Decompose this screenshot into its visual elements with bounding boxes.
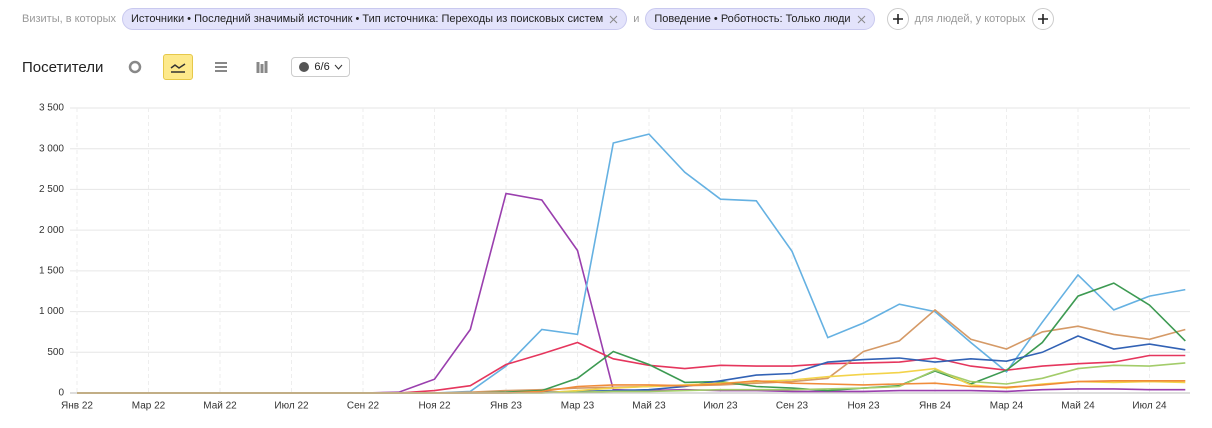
series-line xyxy=(77,282,1186,394)
y-tick-label: 500 xyxy=(47,347,64,358)
filter-people: для людей, у которых xyxy=(914,13,1026,25)
bar-button[interactable] xyxy=(249,55,277,79)
x-tick-label: Мар 24 xyxy=(990,401,1024,412)
y-tick-label: 0 xyxy=(58,388,64,399)
series-line xyxy=(77,133,1186,394)
chip-remove[interactable] xyxy=(857,15,866,24)
series-line xyxy=(77,362,1186,394)
pie-button[interactable] xyxy=(121,55,149,79)
chip-text: Поведение • Роботность: Только люди xyxy=(654,13,851,25)
series-line xyxy=(77,308,1186,394)
chart: 0 500 1 000 1 500 2 000 2 500 3 000 3 500 Янв 22… xyxy=(39,103,1190,412)
x-tick-label: Июл 22 xyxy=(274,401,309,412)
y-tick-label: 1 000 xyxy=(39,306,64,317)
x-tick-label: Июл 23 xyxy=(703,401,738,412)
chip-remove[interactable] xyxy=(609,15,618,24)
chip-text: Источники • Последний значимый источник … xyxy=(131,13,604,25)
y-tick-label: 2 500 xyxy=(39,184,64,195)
x-tick-label: Янв 24 xyxy=(919,401,951,412)
x-tick-label: Май 23 xyxy=(632,401,666,412)
series-counter[interactable]: 6/6 xyxy=(291,57,350,77)
x-tick-label: Ноя 22 xyxy=(418,401,451,412)
counter-text: 6/6 xyxy=(314,61,330,73)
x-tick-label: Мар 23 xyxy=(561,401,595,412)
filter-chip[interactable]: Поведение • Роботность: Только люди xyxy=(645,8,875,30)
line-button[interactable] xyxy=(163,54,194,80)
x-tick-label: Янв 22 xyxy=(61,401,93,412)
y-tick-label: 3 500 xyxy=(39,103,64,114)
x-tick-label: Май 22 xyxy=(203,401,237,412)
y-tick-label: 2 000 xyxy=(39,225,64,236)
series-line xyxy=(77,192,1186,394)
x-tick-label: Мар 22 xyxy=(132,401,166,412)
x-tick-label: Сен 23 xyxy=(776,401,809,412)
add-people-filter[interactable] xyxy=(1031,8,1054,30)
toolbar: Посетители 6/6 xyxy=(22,54,350,80)
area-button[interactable] xyxy=(207,55,235,79)
y-tick-label: 3 000 xyxy=(39,143,64,154)
x-tick-label: Июл 24 xyxy=(1132,401,1167,412)
series-line xyxy=(77,367,1186,394)
filter-lead: Визиты, в которых xyxy=(22,13,116,25)
x-tick-label: Сен 22 xyxy=(347,401,380,412)
filter-joiner: и xyxy=(633,13,640,25)
metric-title: Посетители xyxy=(22,58,104,76)
add-filter[interactable] xyxy=(886,8,909,30)
x-tick-label: Май 24 xyxy=(1061,401,1095,412)
x-tick-label: Ноя 23 xyxy=(847,401,880,412)
x-tick-label: Янв 23 xyxy=(490,401,522,412)
filter-bar: Визиты, в которых Источники • Последний … xyxy=(22,7,1060,31)
y-tick-label: 1 500 xyxy=(39,265,64,276)
filter-chip[interactable]: Источники • Последний значимый источник … xyxy=(122,8,628,30)
